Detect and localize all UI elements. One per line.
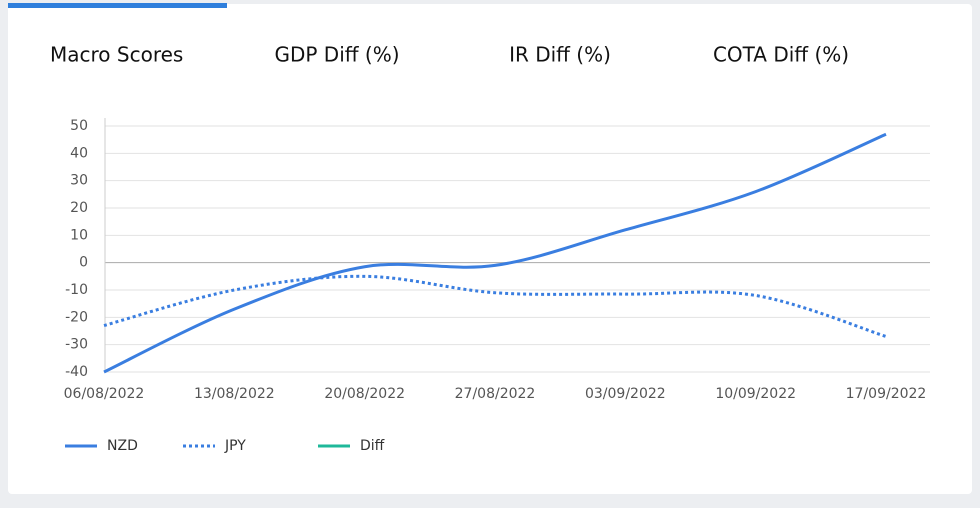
y-tick-label: -10 — [65, 282, 88, 298]
card — [8, 4, 972, 494]
y-tick-label: -40 — [65, 364, 88, 380]
y-tick-label: 30 — [70, 173, 88, 189]
line — [103, 132, 887, 374]
active-tab-indicator — [8, 3, 227, 8]
x-tick-label: 10/09/2022 — [715, 386, 796, 402]
tab[interactable]: Macro Scores — [50, 43, 183, 67]
y-tick-label: 20 — [70, 200, 88, 216]
tab[interactable]: GDP Diff (%) — [274, 43, 399, 67]
y-tick-label: 0 — [79, 255, 88, 271]
x-tick-label: 13/08/2022 — [194, 386, 275, 402]
x-tick-label: 17/09/2022 — [846, 386, 927, 402]
y-tick-label: 10 — [70, 227, 88, 243]
legend-label: JPY — [224, 438, 246, 454]
tab[interactable]: COTA Diff (%) — [713, 43, 849, 67]
y-tick-label: -20 — [65, 309, 88, 325]
y-tick-label: 50 — [70, 118, 88, 134]
y-tick-label: -30 — [65, 337, 88, 353]
legend-label: NZD — [107, 438, 138, 454]
x-tick-label: 20/08/2022 — [324, 386, 405, 402]
tab[interactable]: IR Diff (%) — [509, 43, 611, 67]
legend-label: Diff — [360, 438, 385, 454]
x-tick-label: 06/08/2022 — [64, 386, 145, 402]
x-tick-label: 27/08/2022 — [455, 386, 536, 402]
x-tick-label: 03/09/2022 — [585, 386, 666, 402]
y-tick-label: 40 — [70, 145, 88, 161]
line — [103, 274, 887, 338]
